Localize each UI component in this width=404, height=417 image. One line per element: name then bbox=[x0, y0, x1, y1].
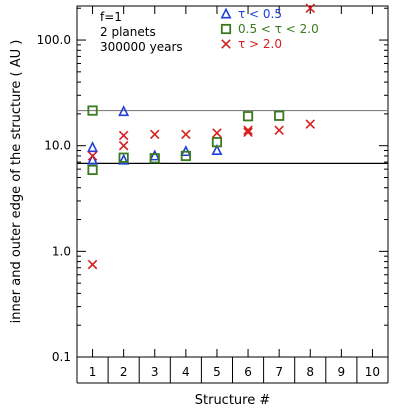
data-point-square bbox=[87, 164, 98, 176]
x-tick-label: 8 bbox=[306, 365, 314, 379]
data-point-triangle bbox=[149, 149, 161, 161]
data-point-x bbox=[87, 259, 98, 270]
x-stroke bbox=[274, 125, 284, 136]
data-point-square bbox=[149, 153, 160, 164]
x-tick-label: 9 bbox=[338, 365, 346, 379]
x-tick-label: 2 bbox=[120, 365, 128, 379]
x-stroke bbox=[305, 119, 316, 129]
x-stroke bbox=[87, 259, 98, 270]
data-point-x bbox=[305, 119, 316, 129]
x-stroke bbox=[212, 128, 222, 138]
data-point-x bbox=[274, 125, 284, 136]
x-tick-label: 7 bbox=[275, 365, 283, 379]
data-point-triangle bbox=[211, 144, 223, 156]
x-stroke bbox=[181, 129, 191, 140]
data-point-x bbox=[212, 128, 222, 138]
data-point-square bbox=[180, 150, 191, 162]
x-axis-label: Structure # bbox=[195, 393, 271, 408]
data-point-x bbox=[118, 130, 129, 141]
x-tick-label: 5 bbox=[213, 365, 221, 379]
annotation: 300000 years bbox=[100, 40, 183, 54]
y-axis-label: inner and outer edge of the structure ( … bbox=[9, 40, 24, 324]
data-point-square bbox=[211, 137, 223, 148]
y-tick-label: 1.0 bbox=[52, 244, 71, 258]
x-stroke bbox=[87, 151, 98, 161]
x-tick-label: 1 bbox=[89, 365, 97, 379]
data-point-x bbox=[243, 127, 253, 138]
annotation: 2 planets bbox=[100, 25, 156, 39]
legend-entry: τ < 0.5 bbox=[238, 7, 282, 21]
data-point-x bbox=[221, 39, 231, 49]
data-point-triangle bbox=[87, 153, 99, 165]
x-stroke bbox=[243, 127, 253, 138]
data-point-square bbox=[242, 111, 254, 122]
x-stroke bbox=[243, 125, 253, 136]
data-point-triangle bbox=[118, 105, 130, 117]
x-tick-label: 6 bbox=[244, 365, 252, 379]
data-point-triangle bbox=[220, 7, 232, 19]
x-stroke bbox=[118, 130, 129, 141]
data-point-x bbox=[181, 129, 191, 140]
plot-area: 0.1 1.0 10.0 100.0 1 2 3 4 5 6 7 8 9 10 f=12 planets30… bbox=[37, 3, 389, 384]
data-point-x bbox=[243, 125, 253, 136]
data-point-x bbox=[305, 3, 316, 14]
data-point-triangle bbox=[118, 153, 130, 165]
x-stroke bbox=[221, 39, 231, 49]
data-point-x bbox=[118, 140, 129, 151]
data-point-square bbox=[220, 23, 232, 35]
legend-entry: τ > 2.0 bbox=[238, 37, 282, 51]
data-point-x bbox=[87, 151, 98, 161]
x-tick-label: 3 bbox=[151, 365, 159, 379]
y-tick-label: 0.1 bbox=[52, 350, 71, 364]
data-point-x bbox=[149, 129, 160, 140]
data-point-square bbox=[118, 152, 129, 163]
data-point-square bbox=[274, 110, 285, 121]
legend-entry: 0.5 < τ < 2.0 bbox=[238, 22, 319, 36]
data-point-triangle bbox=[87, 141, 99, 153]
data-point-square bbox=[87, 105, 98, 116]
x-tick-label: 4 bbox=[182, 365, 190, 379]
x-tick-label: 10 bbox=[365, 365, 380, 379]
plot-frame bbox=[76, 5, 389, 358]
y-tick-label: 10.0 bbox=[44, 139, 71, 153]
x-stroke bbox=[118, 140, 129, 151]
x-stroke bbox=[149, 129, 160, 140]
x-stroke bbox=[305, 3, 316, 14]
y-tick-label: 100.0 bbox=[37, 33, 71, 47]
annotation: f=1 bbox=[100, 10, 122, 24]
